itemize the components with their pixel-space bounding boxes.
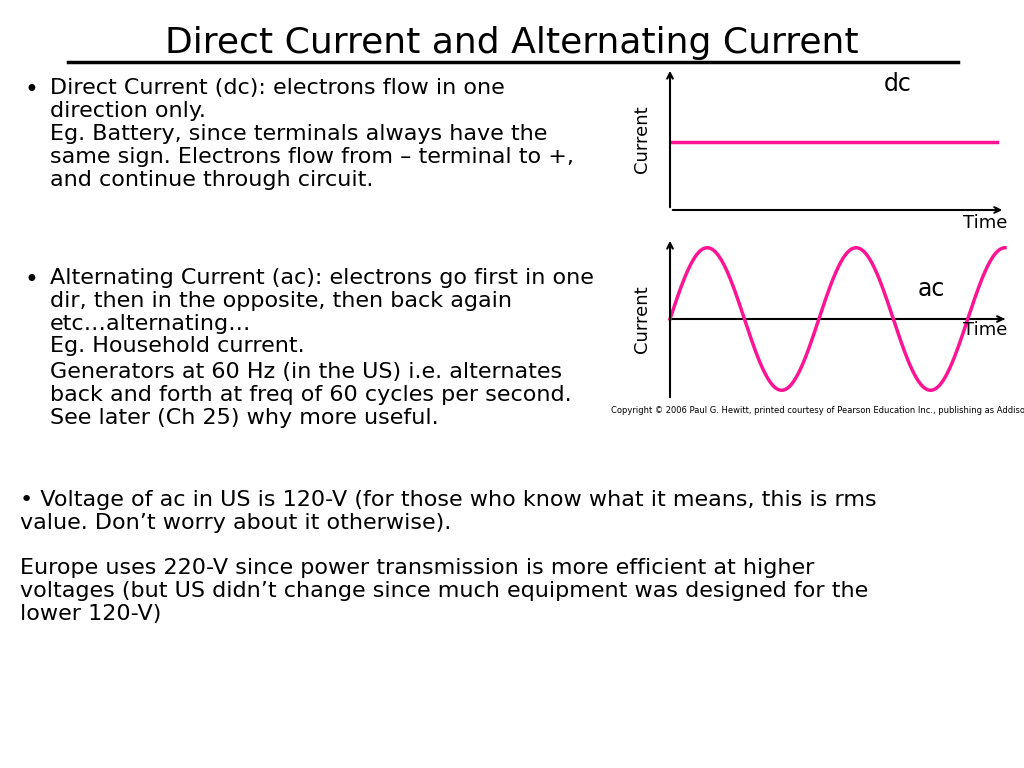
Text: Generators at 60 Hz (in the US) i.e. alternates
back and forth at freq of 60 cyc: Generators at 60 Hz (in the US) i.e. alt… bbox=[50, 362, 571, 429]
Text: Current: Current bbox=[633, 105, 651, 173]
Text: Eg. Battery, since terminals always have the
same sign. Electrons flow from – te: Eg. Battery, since terminals always have… bbox=[50, 124, 573, 190]
Text: Eg. Household current.: Eg. Household current. bbox=[50, 336, 304, 356]
Text: Copyright © 2006 Paul G. Hewitt, printed courtesy of Pearson Education Inc., pub: Copyright © 2006 Paul G. Hewitt, printed… bbox=[610, 406, 1024, 415]
Text: Time: Time bbox=[963, 214, 1007, 232]
Text: •: • bbox=[24, 78, 38, 102]
Text: Current: Current bbox=[633, 285, 651, 353]
Text: Time: Time bbox=[963, 321, 1007, 339]
Text: Alternating Current (ac): electrons go first in one
dir, then in the opposite, t: Alternating Current (ac): electrons go f… bbox=[50, 268, 594, 334]
Text: • Voltage of ac in US is 120-V (for those who know what it means, this is rms
va: • Voltage of ac in US is 120-V (for thos… bbox=[20, 490, 877, 533]
Text: Europe uses 220-V since power transmission is more efficient at higher
voltages : Europe uses 220-V since power transmissi… bbox=[20, 558, 868, 624]
Text: ac: ac bbox=[918, 277, 945, 301]
Text: Direct Current and Alternating Current: Direct Current and Alternating Current bbox=[165, 26, 859, 60]
Text: Direct Current (dc): electrons flow in one
direction only.: Direct Current (dc): electrons flow in o… bbox=[50, 78, 505, 121]
Text: •: • bbox=[24, 268, 38, 292]
Text: dc: dc bbox=[884, 72, 911, 96]
